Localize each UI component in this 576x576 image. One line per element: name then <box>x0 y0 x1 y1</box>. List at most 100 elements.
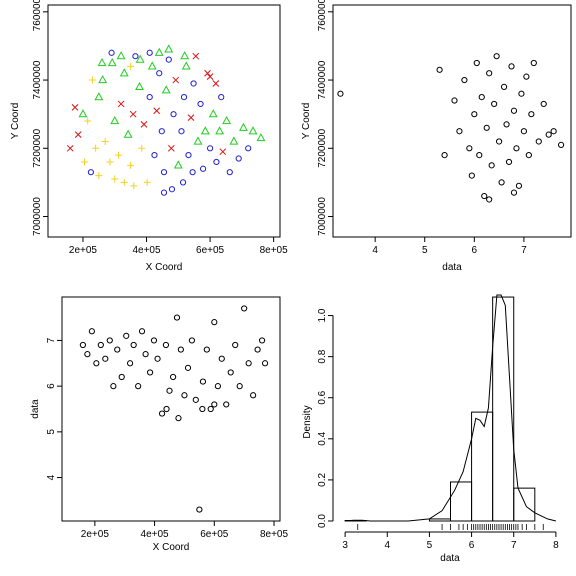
circle-point <box>515 182 523 189</box>
plus-point <box>143 178 151 186</box>
y-tick-label: 7400000 <box>32 60 43 99</box>
triangle-point <box>215 126 225 135</box>
circle-point <box>118 373 125 381</box>
y-tick-label: 7200000 <box>32 128 43 167</box>
x-tick-label: 3 <box>342 540 348 551</box>
y-tick-label: 7 <box>46 337 57 343</box>
triangle-point <box>78 109 88 118</box>
circle-point <box>93 360 100 367</box>
triangle-point <box>107 57 117 67</box>
triangle-point <box>135 81 144 90</box>
circle-point <box>250 392 257 399</box>
y-axis-label: Y Coord <box>301 103 312 140</box>
histogram-bar <box>513 487 536 522</box>
y-axis-label: Y Coord <box>10 103 21 140</box>
triangle-point <box>239 122 248 131</box>
y-tick-label: 0.6 <box>317 390 328 404</box>
histogram-bar <box>471 411 494 522</box>
histogram-marks <box>344 294 557 530</box>
circle-point <box>505 158 513 166</box>
circle-point <box>203 346 210 353</box>
x-tick-label: 6e+05 <box>196 245 225 256</box>
triangle-point <box>208 109 218 118</box>
circle-point <box>160 189 168 196</box>
circle-point <box>486 196 493 203</box>
triangle-point <box>180 51 190 60</box>
x-axis-label: data <box>442 262 462 273</box>
plus-point <box>127 161 135 169</box>
triangle-point <box>116 51 126 60</box>
plus-point <box>81 158 89 166</box>
triangle-point <box>98 75 108 84</box>
panel-data-ycoord: 4 5 6 7 7000000 7200000 7400000 7600000 data Y… <box>301 0 572 273</box>
circle-point <box>150 337 158 344</box>
circle-point <box>223 401 230 408</box>
circle-point <box>540 100 547 108</box>
y-tick-label: 0.2 <box>317 473 328 487</box>
cross-point <box>172 76 180 84</box>
triangle-point <box>193 136 203 145</box>
y-tick-label: 4 <box>46 474 57 480</box>
x-tick-label: 5 <box>427 540 433 551</box>
circle-point <box>261 360 269 367</box>
y-tick-label: 7400000 <box>317 60 328 99</box>
circle-point <box>241 305 248 312</box>
circle-point <box>163 405 170 413</box>
x-tick-label: 6e+05 <box>200 529 229 540</box>
y-tick-label: 1.0 <box>317 308 328 322</box>
cross-point <box>206 73 214 81</box>
x-axis: 2e+05 4e+05 6e+05 8e+05 <box>81 520 289 540</box>
circle-point <box>160 169 168 176</box>
circle-point <box>197 100 204 108</box>
triangle-point <box>161 85 171 94</box>
circle-point <box>177 346 184 353</box>
circle-point <box>126 360 134 367</box>
triangle-point <box>222 115 232 125</box>
x-tick-label: 6 <box>472 245 478 256</box>
circle-point <box>170 111 177 118</box>
y-tick-label: 7200000 <box>317 128 328 167</box>
triangle-point <box>110 115 120 125</box>
y-tick-label: 0.0 <box>317 514 328 528</box>
circle-point <box>199 165 207 172</box>
y-tick-label: 7000000 <box>317 197 328 236</box>
cross-point <box>219 148 227 156</box>
circle-point <box>179 179 187 186</box>
circle-point <box>168 186 176 193</box>
circle-point <box>108 49 115 56</box>
x-axis: 4 5 6 7 <box>372 236 527 256</box>
y-axis-label: data <box>30 399 41 419</box>
circle-point <box>87 169 95 176</box>
plus-point <box>88 76 96 84</box>
y-axis: 4 5 6 7 <box>46 337 63 480</box>
plus-point <box>130 182 138 190</box>
circle-point <box>185 152 192 159</box>
y-tick-label: 6 <box>46 383 57 389</box>
circle-point <box>488 162 495 169</box>
x-tick-label: 4e+05 <box>141 529 170 540</box>
circle-point <box>235 155 242 162</box>
circle-point <box>181 392 188 399</box>
circle-point <box>226 169 233 176</box>
triangle-point <box>256 133 266 142</box>
y-tick-label: 0.8 <box>317 349 328 363</box>
circle-point <box>142 351 149 358</box>
x-tick-label: 2e+05 <box>81 529 110 540</box>
x-tick-label: 4e+05 <box>132 245 161 256</box>
circle-point <box>461 76 468 84</box>
y-axis: 0.0 0.2 0.4 0.6 0.8 1.0 <box>317 308 334 528</box>
circle-point <box>158 410 166 417</box>
circle-point <box>123 332 130 339</box>
circle-point <box>79 341 87 349</box>
circle-point <box>132 53 139 60</box>
circle-point <box>84 351 91 358</box>
y-tick-label: 5 <box>46 429 57 435</box>
circle-point <box>207 405 214 413</box>
circle-point <box>158 128 165 135</box>
circle-point <box>184 364 192 371</box>
triangle-point <box>248 126 258 135</box>
circle-point <box>466 145 473 152</box>
circle-point <box>206 145 214 152</box>
plus-point <box>120 178 128 186</box>
